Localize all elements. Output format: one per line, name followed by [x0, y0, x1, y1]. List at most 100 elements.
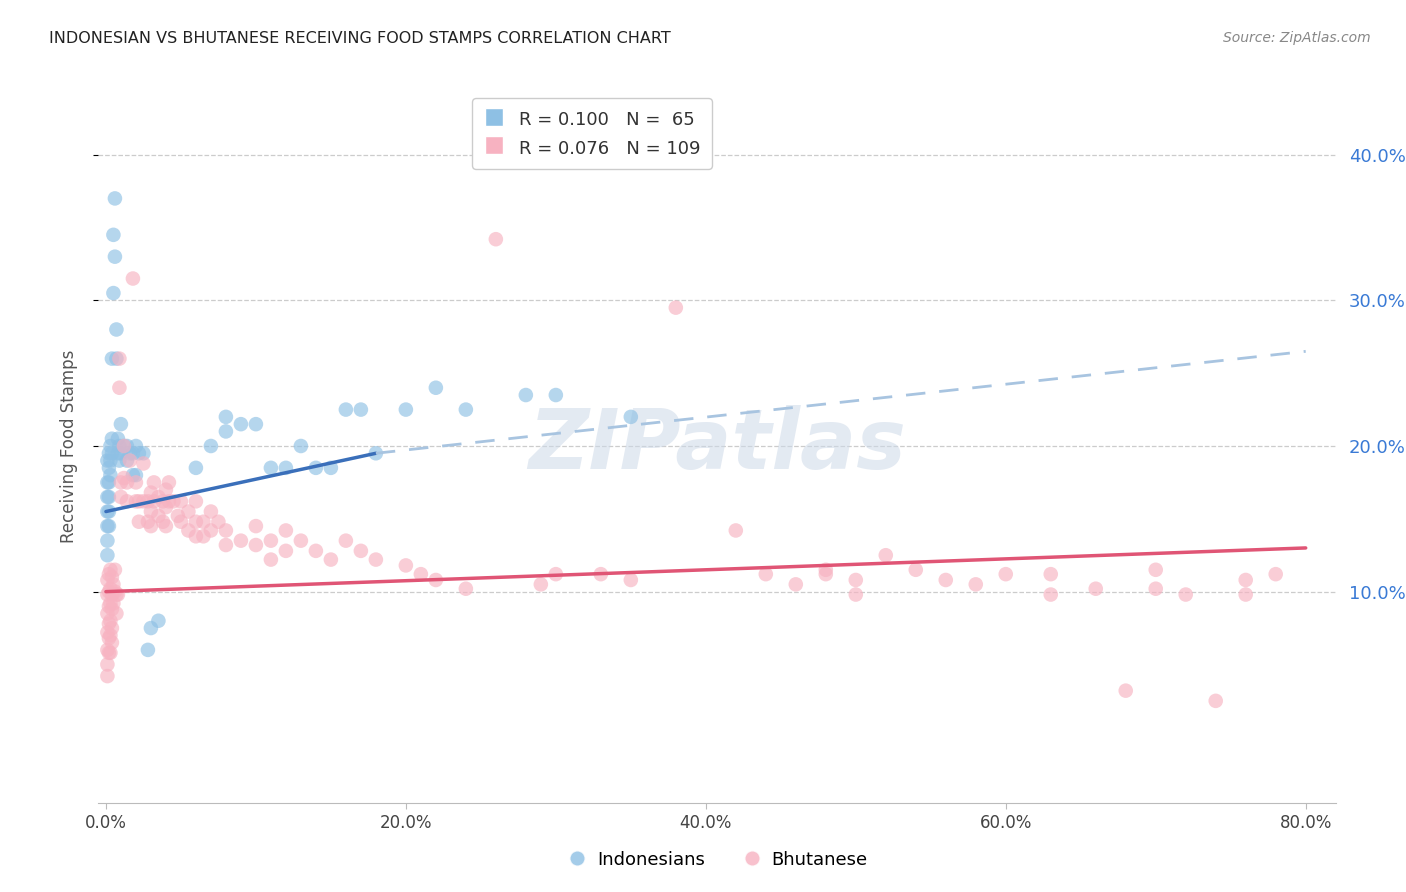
Point [1039, 567, 1062, 582]
Point [148, 614, 170, 628]
Point [96, 519, 118, 533]
Point [1144, 582, 1167, 596]
Point [96, 475, 118, 490]
Point [100, 596, 122, 610]
Point [100, 582, 122, 596]
Point [589, 567, 612, 582]
Point [100, 563, 122, 577]
Point [229, 417, 252, 432]
Point [544, 567, 567, 582]
Point [260, 552, 283, 566]
Y-axis label: Receiving Food Stamps: Receiving Food Stamps [59, 350, 77, 542]
Point [97, 599, 120, 614]
Point [115, 475, 138, 490]
Point [128, 494, 150, 508]
Point [152, 515, 174, 529]
Point [274, 460, 297, 475]
Point [155, 519, 177, 533]
Point [97, 460, 120, 475]
Legend: Indonesians, Bhutanese: Indonesians, Bhutanese [560, 844, 875, 876]
Point [454, 582, 477, 596]
Point [229, 533, 252, 548]
Point [1234, 573, 1257, 587]
Point [215, 524, 238, 538]
Point [260, 533, 283, 548]
Point [112, 471, 135, 485]
Point [1115, 683, 1137, 698]
Point [319, 460, 342, 475]
Point [142, 494, 165, 508]
Point [96, 504, 118, 518]
Point [96, 625, 118, 640]
Point [167, 508, 190, 523]
Point [425, 573, 447, 587]
Point [200, 524, 222, 538]
Point [100, 646, 122, 660]
Point [193, 529, 215, 543]
Point [485, 232, 508, 246]
Point [97, 519, 120, 533]
Point [107, 446, 129, 460]
Point [200, 504, 222, 518]
Point [845, 588, 868, 602]
Point [162, 494, 184, 508]
Point [305, 544, 328, 558]
Point [103, 227, 125, 242]
Point [104, 191, 127, 205]
Point [215, 409, 238, 424]
Point [132, 457, 155, 471]
Point [207, 515, 229, 529]
Point [104, 250, 127, 264]
Point [101, 351, 124, 366]
Point [755, 567, 778, 582]
Point [814, 563, 837, 577]
Point [97, 490, 120, 504]
Point [305, 460, 328, 475]
Point [100, 439, 122, 453]
Point [103, 577, 125, 591]
Point [96, 643, 118, 657]
Point [110, 446, 132, 460]
Point [104, 584, 127, 599]
Point [148, 508, 170, 523]
Point [101, 635, 124, 649]
Point [104, 563, 127, 577]
Point [157, 494, 180, 508]
Point [904, 563, 927, 577]
Point [170, 515, 193, 529]
Point [96, 490, 118, 504]
Point [96, 573, 118, 587]
Point [100, 628, 122, 642]
Point [122, 446, 145, 460]
Point [96, 548, 118, 562]
Point [97, 646, 120, 660]
Point [425, 381, 447, 395]
Point [97, 567, 120, 582]
Point [112, 439, 135, 453]
Point [319, 552, 342, 566]
Point [118, 453, 141, 467]
Point [100, 614, 122, 628]
Point [125, 468, 148, 483]
Point [1084, 582, 1107, 596]
Point [994, 567, 1017, 582]
Point [148, 490, 170, 504]
Point [101, 602, 124, 616]
Point [215, 425, 238, 439]
Point [184, 460, 207, 475]
Point [105, 607, 128, 621]
Point [170, 494, 193, 508]
Point [100, 468, 122, 483]
Point [108, 439, 131, 453]
Point [110, 417, 132, 432]
Point [105, 351, 128, 366]
Point [364, 552, 387, 566]
Point [101, 570, 124, 584]
Point [101, 588, 124, 602]
Point [274, 544, 297, 558]
Point [110, 490, 132, 504]
Point [136, 515, 159, 529]
Point [245, 417, 267, 432]
Point [152, 494, 174, 508]
Point [530, 577, 553, 591]
